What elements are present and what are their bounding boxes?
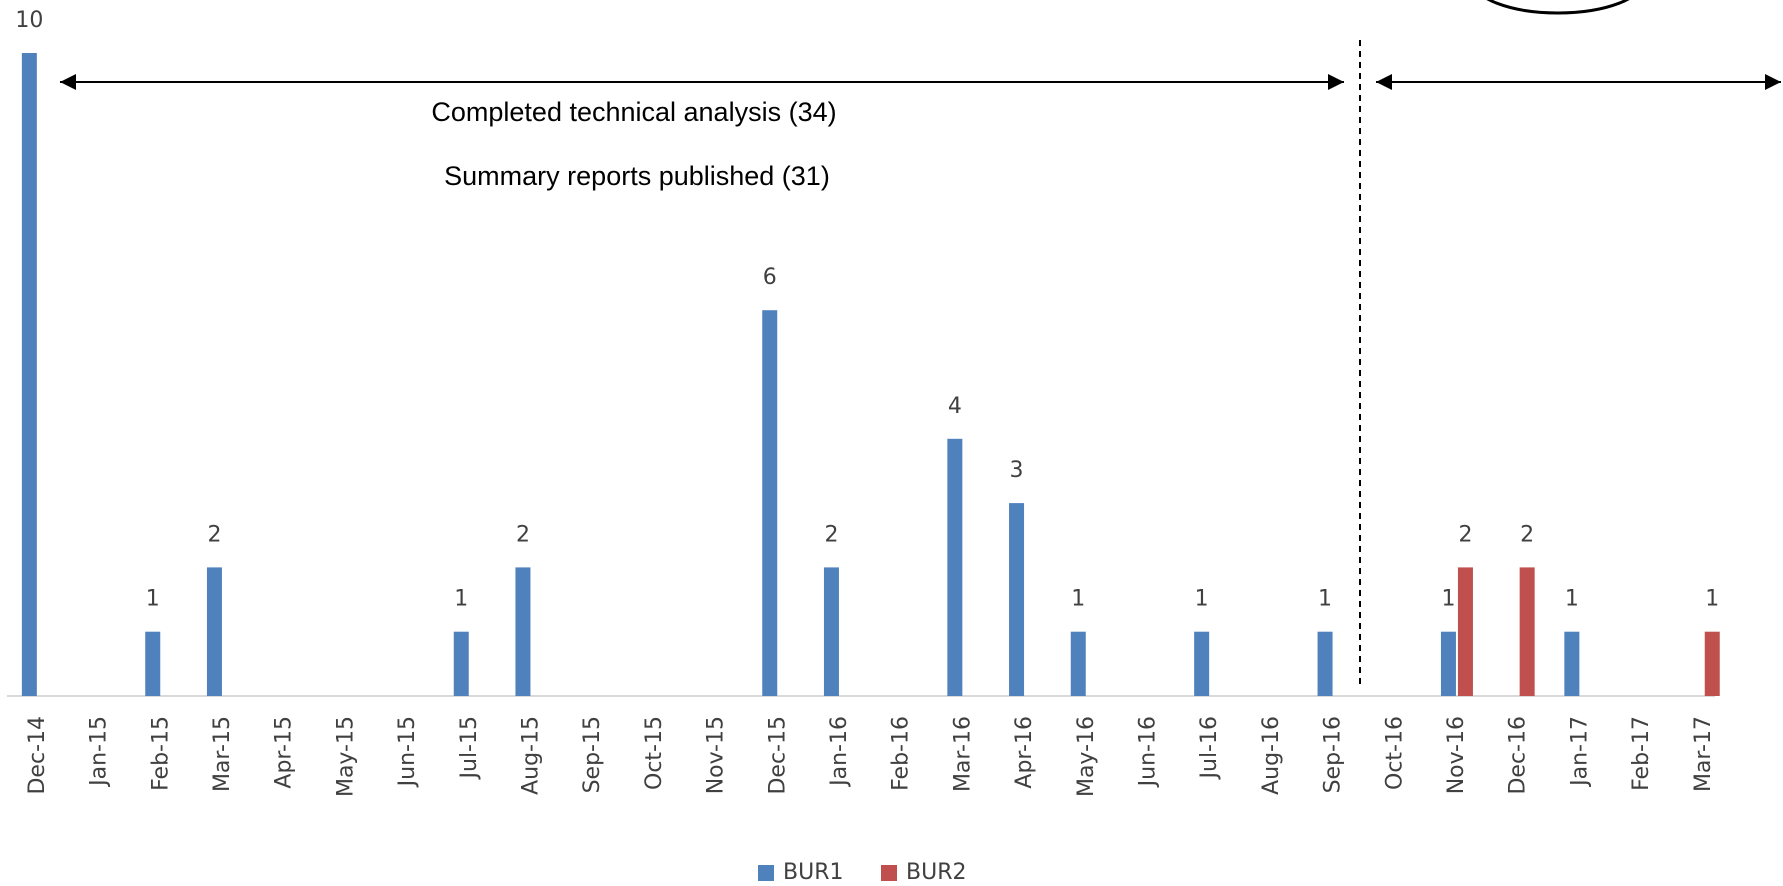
x-tick-label: Jan-15 [87, 716, 112, 788]
x-tick-label: Feb-15 [148, 716, 173, 791]
legend-label: BUR1 [783, 860, 843, 885]
x-tick-label: Dec-16 [1506, 716, 1531, 795]
x-tick-label: Apr-16 [1012, 716, 1037, 789]
bar [1457, 567, 1473, 696]
data-label: 1 [1318, 587, 1332, 612]
annotation: Summary reports published (31) [444, 161, 830, 191]
data-label: 1 [1441, 587, 1455, 612]
bar [1704, 631, 1720, 696]
x-tick-label: Aug-16 [1259, 716, 1284, 795]
data-label: 1 [1565, 587, 1579, 612]
x-tick-label: Dec-15 [765, 716, 790, 795]
bar [145, 631, 161, 696]
x-tick-label: Jul-16 [1197, 716, 1222, 780]
x-tick-label: Jan-17 [1567, 716, 1592, 788]
legend-label: BUR2 [906, 860, 966, 885]
x-tick-label: Feb-17 [1629, 716, 1654, 791]
data-label: 2 [1458, 522, 1472, 547]
x-tick-label: Mar-16 [950, 716, 975, 792]
bar [1519, 567, 1535, 696]
bar [1440, 631, 1456, 696]
x-tick-label: Jun-16 [1135, 716, 1160, 788]
data-label: 1 [1071, 587, 1085, 612]
legend-swatch [881, 865, 897, 881]
data-label: 2 [1520, 522, 1534, 547]
bar [1317, 631, 1333, 696]
data-label: 10 [15, 8, 43, 33]
x-tick-label: Oct-16 [1382, 716, 1407, 790]
x-tick-label: Jul-15 [457, 716, 482, 780]
data-label: 2 [824, 522, 838, 547]
x-tick-label: Mar-15 [210, 716, 235, 792]
bar [1564, 631, 1580, 696]
x-tick-label: Jan-16 [827, 716, 852, 788]
ellipse [1486, 0, 1630, 15]
bar [206, 567, 222, 696]
x-tick-label: Nov-15 [704, 716, 729, 794]
bar [453, 631, 469, 696]
bar [823, 567, 839, 696]
bar [515, 567, 531, 696]
x-tick-label: Feb-16 [889, 716, 914, 791]
bar [1070, 631, 1086, 696]
annotation: Completed technical analysis (34) [431, 97, 836, 127]
x-tick-label: Jun-15 [395, 716, 420, 788]
x-tick-label: May-15 [333, 716, 358, 797]
data-label: 3 [1010, 458, 1024, 483]
x-tick-label: Nov-16 [1444, 716, 1469, 794]
data-label: 6 [763, 265, 777, 290]
x-tick-label: Sep-15 [580, 716, 605, 793]
data-label: 1 [454, 587, 468, 612]
x-tick-label: Mar-17 [1691, 716, 1716, 792]
data-label: 1 [146, 587, 160, 612]
data-label: 4 [948, 394, 962, 419]
bar [21, 53, 37, 696]
x-tick-label: Oct-15 [642, 716, 667, 790]
x-tick-label: Aug-15 [518, 716, 543, 795]
x-tick-label: Dec-14 [25, 716, 50, 795]
data-label: 1 [1195, 587, 1209, 612]
bar [762, 310, 778, 696]
bar [1009, 503, 1025, 696]
x-tick-label: Sep-16 [1321, 716, 1346, 793]
x-tick-label: Apr-15 [272, 716, 297, 789]
data-label: 2 [207, 522, 221, 547]
bar [947, 438, 963, 696]
legend-swatch [758, 865, 774, 881]
data-label: 1 [1705, 587, 1719, 612]
data-label: 2 [516, 522, 530, 547]
bar [1194, 631, 1210, 696]
x-tick-label: May-16 [1074, 716, 1099, 797]
